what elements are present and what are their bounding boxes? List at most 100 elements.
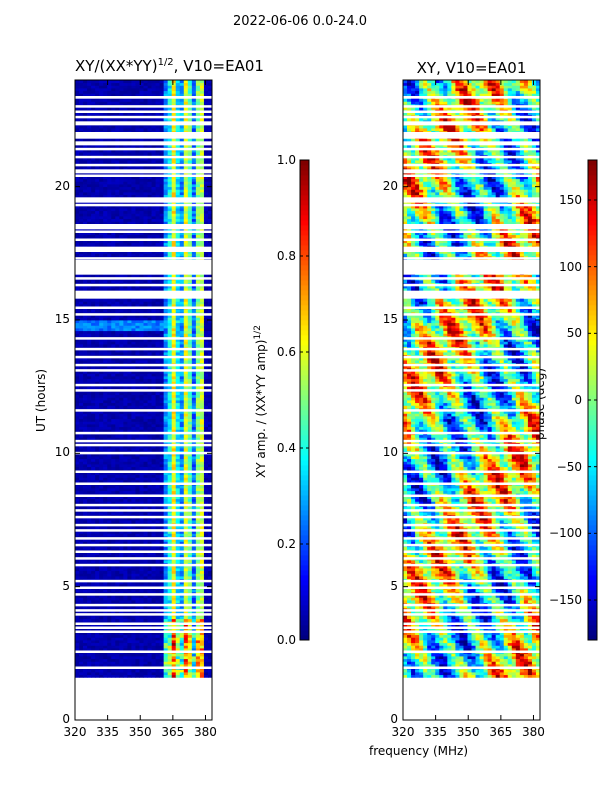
heatmap-cell [171,605,177,609]
heatmap-cell [147,410,152,414]
heatmap-cell [143,466,148,470]
heatmap-cell [143,322,148,326]
heatmap-cell [115,616,120,620]
heatmap-cell [163,554,169,558]
heatmap-cell [175,373,181,377]
heatmap-cell [135,437,140,441]
heatmap-cell [171,496,177,500]
heatmap-cell [171,512,177,516]
heatmap-cell [163,341,169,345]
heatmap-cell [83,490,88,494]
heatmap-cell [95,458,100,462]
heatmap-cell [147,344,152,348]
heatmap-cell [147,525,152,529]
heatmap-cell [143,397,148,401]
heatmap-cell [83,672,88,676]
heatmap-cell [143,632,148,636]
heatmap-cell [87,325,92,329]
heatmap-cell [91,413,96,417]
heatmap-cell [95,330,100,334]
heatmap-cell [131,394,136,398]
heatmap-cell [187,653,193,657]
heatmap-cell [175,624,181,628]
heatmap-cell [87,560,92,564]
heatmap-cell [131,560,136,564]
heatmap-cell [175,392,181,396]
heatmap-cell [191,445,197,449]
heatmap-cell [195,648,201,652]
heatmap-cell [167,672,173,676]
heatmap-cell [103,610,108,614]
heatmap-cell [203,434,209,438]
heatmap-cell [203,525,209,529]
heatmap-cell [171,498,177,502]
heatmap-cell [147,461,152,465]
heatmap-cell [87,322,92,326]
heatmap-cell [179,400,185,404]
heatmap-cell [199,330,205,334]
heatmap-cell [195,418,201,422]
heatmap-cell [187,378,193,382]
heatmap-cell [195,517,201,521]
heatmap-cell [139,632,144,636]
heatmap-cell [191,653,197,657]
heatmap-cell [199,669,205,673]
heatmap-cell [195,640,201,644]
heatmap-cell [99,674,104,678]
heatmap-cell [147,474,152,478]
heatmap-cell [159,426,165,430]
heatmap-cell [87,317,92,321]
heatmap-cell [175,485,181,489]
heatmap-cell [175,448,181,452]
heatmap-cell [115,410,120,414]
heatmap-cell [151,328,156,332]
heatmap-cell [123,525,128,529]
heatmap-cell [83,477,88,481]
heatmap-cell [83,512,88,516]
heatmap-cell [123,448,128,452]
heatmap-cell [103,426,108,430]
heatmap-cell [143,490,148,494]
heatmap-cell [159,653,165,657]
heatmap-cell [111,325,116,329]
heatmap-cell [163,298,169,302]
heatmap-cell [119,376,124,380]
heatmap-cell [95,512,100,516]
heatmap-cell [131,506,136,510]
heatmap-cell [75,448,80,452]
heatmap-cell [147,512,152,516]
heatmap-cell [127,605,132,609]
heatmap-cell [179,538,185,542]
heatmap-cell [191,405,197,409]
heatmap-cell [167,448,173,452]
heatmap-cell [195,426,201,430]
heatmap-cell [111,661,116,665]
heatmap-cell [163,424,169,428]
heatmap-cell [171,538,177,542]
heatmap-cell [103,418,108,422]
heatmap-cell [123,322,128,326]
heatmap-cell [175,421,181,425]
heatmap-cell [115,434,120,438]
heatmap-cell [187,605,193,609]
heatmap-cell [123,480,128,484]
heatmap-cell [163,320,169,324]
heatmap-cell [207,426,213,430]
heatmap-cell [159,581,165,585]
heatmap-cell [83,653,88,657]
heatmap-cell [115,325,120,329]
heatmap-cell [143,565,148,569]
heatmap-cell [115,402,120,406]
heatmap-cell [207,565,213,569]
heatmap-cell [187,552,193,556]
heatmap-cell [91,658,96,662]
heatmap-cell [131,413,136,417]
heatmap-cell [191,661,197,665]
heatmap-cell [87,466,92,470]
heatmap-cell [79,573,84,577]
heatmap-cell [163,674,169,678]
heatmap-cell [139,477,144,481]
heatmap-cell [163,632,169,636]
heatmap-cell [99,472,104,476]
heatmap-cell [147,624,152,628]
